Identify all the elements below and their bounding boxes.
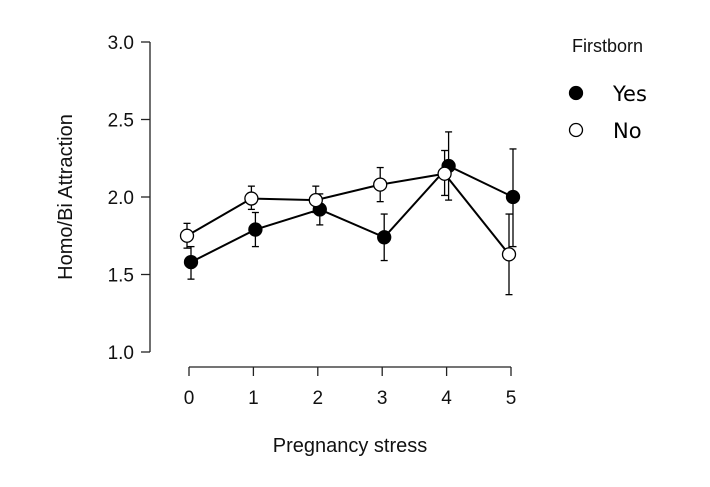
legend-label-yes: Yes xyxy=(612,82,647,106)
y-tick-label: 1.5 xyxy=(108,266,134,287)
series-line-no xyxy=(186,172,510,255)
series-line-yes xyxy=(190,164,514,263)
data-point-no xyxy=(373,177,388,192)
data-point-yes xyxy=(377,230,392,245)
legend-label-no: No xyxy=(613,119,642,143)
data-point-no xyxy=(179,228,195,243)
y-tick-label: 2.0 xyxy=(108,188,134,209)
x-tick-label: 0 xyxy=(184,388,195,409)
y-tick-label: 2.5 xyxy=(108,111,134,132)
x-tick-label: 4 xyxy=(441,388,452,409)
legend-marker-yes xyxy=(568,85,584,101)
x-axis-title: Pregnancy stress xyxy=(273,435,428,457)
x-tick-label: 3 xyxy=(377,388,388,409)
y-tick-label: 3.0 xyxy=(108,33,134,54)
legend-marker-no xyxy=(568,122,584,138)
data-point-yes xyxy=(183,254,199,270)
data-point-yes xyxy=(248,222,263,237)
legend: Firstborn Yes No xyxy=(568,36,647,143)
x-tick-label: 5 xyxy=(506,388,517,409)
legend-title: Firstborn xyxy=(572,36,643,56)
data-point-yes xyxy=(505,189,521,205)
y-tick-label: 1.0 xyxy=(108,343,134,364)
y-axis-title: Homo/Bi Attraction xyxy=(55,114,77,280)
data-point-no xyxy=(308,192,323,208)
x-tick-label: 2 xyxy=(313,388,324,409)
data-point-no xyxy=(244,191,259,206)
data-point-no xyxy=(437,166,452,181)
x-tick-label: 1 xyxy=(248,388,259,409)
data-point-no xyxy=(501,247,517,262)
